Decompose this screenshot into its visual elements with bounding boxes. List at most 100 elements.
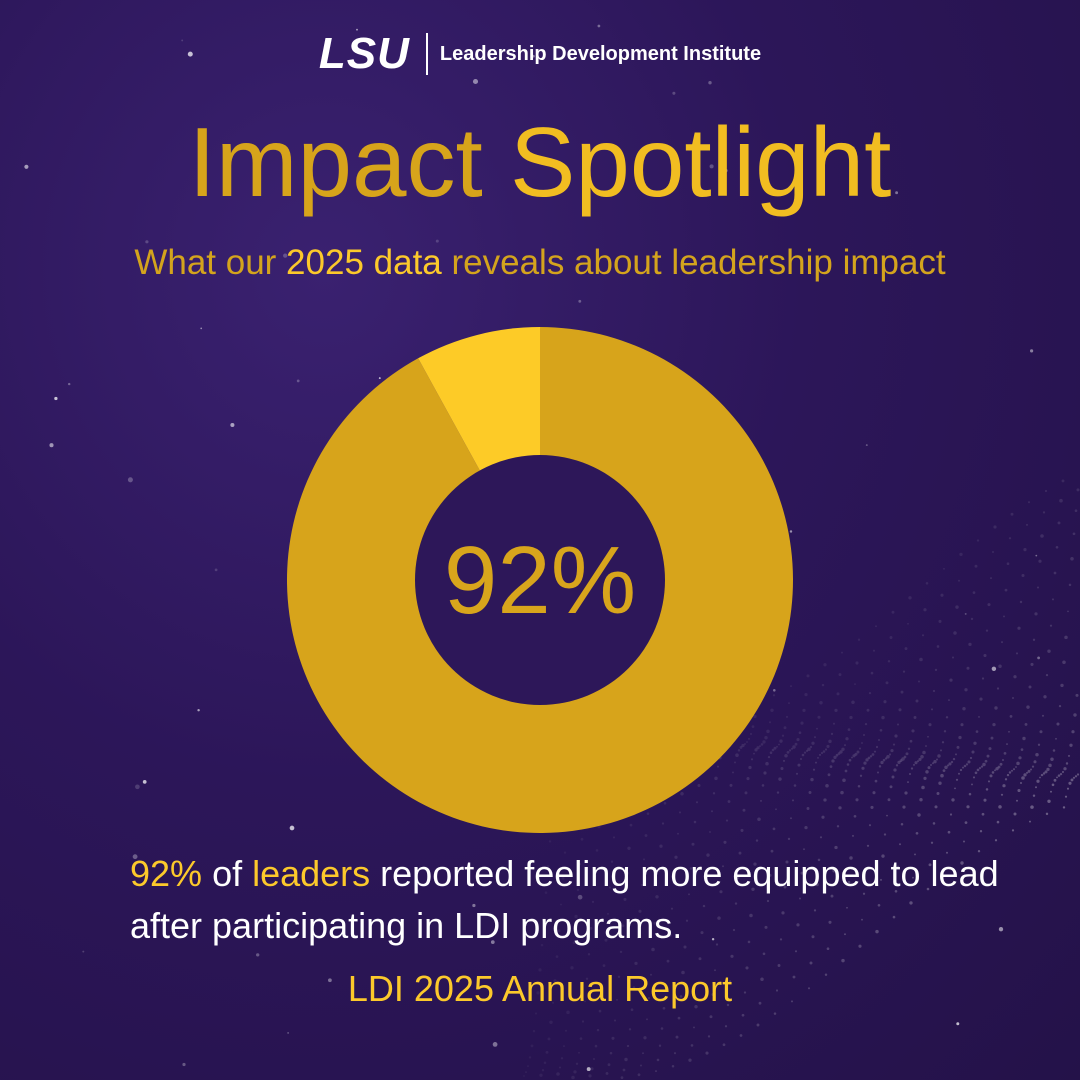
bg-dot [801,753,805,757]
bg-dot [1043,695,1047,699]
bg-dot [557,929,561,933]
bg-dot [600,988,604,991]
bg-dot [821,815,825,819]
bg-dot [702,904,706,908]
bg-dot [1015,766,1017,768]
bg-dot [770,708,774,713]
bg-dot [574,914,578,919]
bg-dot [897,760,901,765]
bg-dot [709,831,711,833]
bg-dot [726,1003,730,1007]
bg-dot [588,1074,592,1078]
bg-dot [986,754,990,758]
bg-dot [1062,660,1066,665]
bg-dot [820,751,824,755]
bg-dot [777,964,781,967]
bg-dot [1057,521,1061,525]
bg-dot [923,776,927,781]
bg-dot [750,758,754,761]
bg-dot [530,1044,534,1048]
bg-dot [287,1032,289,1034]
bg-dot [1055,545,1059,549]
bg-dot [846,906,848,909]
bg-dot [590,1067,594,1071]
bg-dot [1073,713,1077,717]
bg-dot [67,382,71,386]
bg-dot [1039,730,1043,734]
bg-dot [1059,772,1063,776]
bg-dot [803,751,807,754]
bg-dot [578,862,582,866]
bg-dot [868,691,872,695]
bg-dot [1017,626,1021,630]
bg-dot [660,1027,664,1030]
bg-dot [1019,781,1023,785]
bg-dot [922,750,926,755]
bg-dot [836,692,840,696]
bg-dot [594,1044,598,1048]
bg-dot [1006,773,1010,777]
bg-dot [992,722,996,727]
bg-dot [563,851,567,854]
bg-dot [1026,705,1030,709]
bg-dot [844,769,848,773]
bg-dot [909,901,913,905]
bg-dot [841,651,843,654]
bg-dot [1034,612,1038,616]
bg-dot [886,814,888,817]
title-word-spotlight: Spotlight [509,107,892,217]
bg-dot [848,758,852,762]
bg-dot [974,771,978,775]
bg-dot [923,608,927,612]
bg-dot [751,725,755,728]
bg-dot [825,784,829,788]
bg-dot [744,743,746,745]
bg-dot [725,819,729,822]
bg-dot [846,763,850,766]
bg-dot [1075,693,1079,697]
bg-dot [739,745,743,749]
subtitle-highlight: 2025 data [286,243,442,282]
bg-dot [653,921,657,925]
bg-dot [839,750,843,754]
bg-dot [1033,760,1037,764]
bg-dot [709,1015,713,1019]
bg-dot [851,700,855,705]
bg-dot [900,690,904,694]
bg-dot [1030,805,1034,809]
bg-dot [560,903,562,906]
bg-dot [971,750,975,754]
bg-dot [948,699,950,702]
bg-dot [996,820,1000,824]
bg-dot [911,729,915,733]
bg-dot [764,925,768,929]
bg-dot [755,839,759,842]
bg-dot [815,882,819,887]
bg-dot [711,993,715,996]
bg-dot [717,916,721,920]
bg-dot [1070,778,1074,782]
bg-dot [1016,799,1018,802]
bg-dot [995,767,999,771]
bg-dot [861,766,865,770]
bg-dot [561,876,565,880]
bg-dot [934,668,938,672]
bg-dot [875,745,879,749]
bg-dot [666,959,670,963]
bg-dot [905,752,909,756]
bg-dot [933,760,937,764]
bg-dot [591,900,595,904]
bg-dot [570,966,574,970]
bg-dot [1056,776,1058,779]
bg-dot [877,738,881,742]
bg-dot [811,935,815,939]
bg-dot [593,1058,595,1060]
bg-dot [869,755,873,758]
bg-dot [780,766,784,771]
bg-dot [804,692,808,697]
bg-dot [807,747,811,752]
bg-dot [749,732,753,736]
bg-dot [875,625,877,628]
bg-dot [492,1042,498,1047]
bg-dot [976,539,980,542]
